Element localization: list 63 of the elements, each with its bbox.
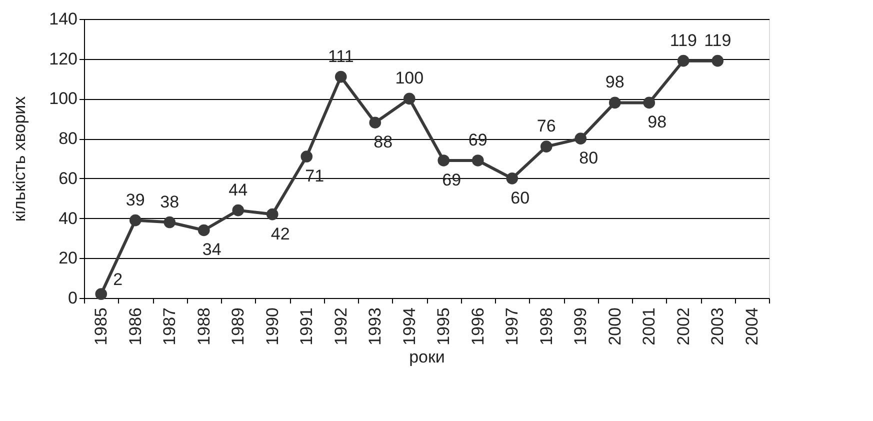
x-tick-label: 1988 [194, 308, 214, 346]
point [574, 132, 587, 144]
x-tick-label: 1986 [126, 308, 145, 346]
x-tick-label: 1993 [366, 308, 385, 346]
data-label: 98 [605, 72, 624, 92]
data-label: 80 [579, 148, 598, 168]
point [164, 216, 176, 228]
point [198, 224, 210, 236]
x-tick-label: 2003 [708, 308, 728, 346]
y-tick-label: 100 [49, 89, 78, 108]
x-tick-label: 1999 [571, 308, 590, 346]
point [540, 140, 552, 152]
y-tick-label: 40 [58, 208, 78, 228]
point [677, 54, 690, 67]
x-tick-label: 1998 [536, 308, 556, 346]
x-tick-label: 2000 [605, 308, 624, 346]
y-axis-title: кількість хворих [10, 96, 30, 222]
x-tick-label: 1989 [228, 308, 248, 346]
point [608, 96, 621, 109]
point [643, 96, 656, 109]
data-label: 98 [648, 112, 667, 132]
data-label: 100 [395, 68, 424, 88]
point [506, 172, 518, 184]
y-tick-label: 80 [58, 129, 78, 148]
data-label: 44 [228, 180, 248, 200]
data-label: 76 [536, 116, 556, 136]
point [334, 70, 347, 83]
y-tick-label: 60 [58, 168, 78, 188]
data-label: 42 [270, 224, 290, 244]
x-tick-label: 2002 [674, 308, 693, 346]
data-label: 34 [202, 240, 222, 260]
point [232, 204, 244, 216]
x-tick-label: 2004 [742, 308, 762, 346]
point [266, 208, 278, 220]
point [403, 92, 416, 105]
data-label: 38 [160, 192, 180, 212]
point [95, 288, 108, 300]
x-tick-label: 1985 [92, 308, 111, 346]
data-label: 119 [670, 30, 697, 50]
data-label: 60 [510, 188, 530, 208]
x-tick-label: 2001 [640, 308, 659, 346]
point [129, 214, 142, 226]
x-axis-title: роки [409, 347, 445, 366]
point [472, 154, 484, 166]
y-tick-label: 140 [49, 10, 78, 28]
x-tick-label: 1995 [434, 308, 454, 346]
x-tick-label: 1987 [160, 308, 180, 346]
y-tick-label: 20 [58, 248, 78, 268]
data-label: 39 [126, 190, 145, 210]
point [369, 116, 382, 129]
x-tick-label: 1990 [262, 308, 282, 346]
data-label: 2 [113, 270, 123, 290]
x-tick-label: 1992 [331, 308, 350, 346]
x-tick-label: 1994 [400, 308, 419, 346]
data-label: 119 [704, 30, 732, 50]
y-tick-label: 0 [68, 288, 78, 308]
point [300, 150, 313, 162]
x-tick-label: 1991 [297, 308, 316, 346]
x-tick-label: 1997 [502, 308, 522, 346]
point [712, 54, 724, 67]
y-tick-label: 120 [49, 49, 78, 68]
point [438, 154, 450, 166]
x-tick-label: 1996 [468, 308, 488, 346]
